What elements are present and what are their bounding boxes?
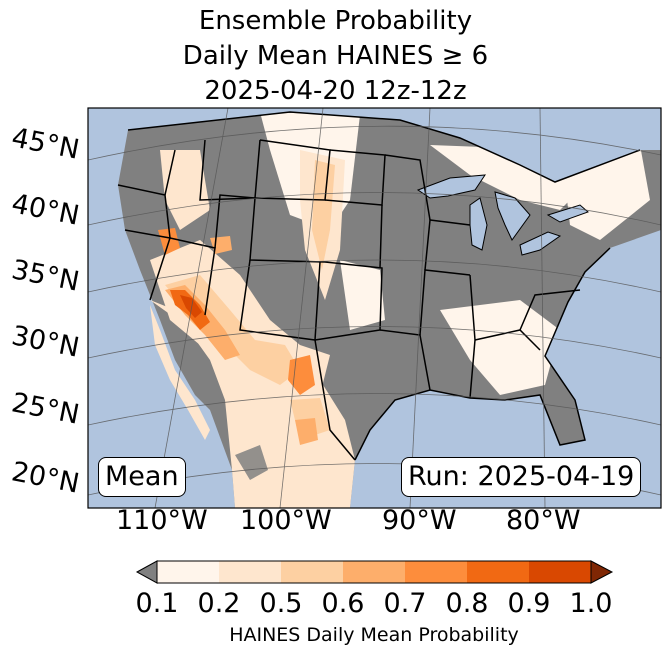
colorbar-tick-0.2: 0.2 [197,588,241,619]
colorbar-bin-4 [343,561,405,583]
title-line-1: Ensemble Probability [198,6,473,36]
mean-label-box: Mean [98,457,186,497]
title-line-3: 2025-04-20 12z-12z [204,76,467,106]
colorbar-tick-1.0: 1.0 [569,588,613,619]
colorbar-bin-2 [219,561,281,583]
colorbar-bin-5 [405,561,467,583]
great-lakes [416,174,589,256]
colorbar-bin-6 [467,561,529,583]
colorbar-label: HAINES Daily Mean Probability [229,624,519,646]
colorbar-bin-7 [529,561,591,583]
lon-label-90: 90°W [382,505,457,536]
probability-field [150,112,650,445]
colorbar-tick-0.7: 0.7 [383,588,427,619]
colorbar-tick-0.6: 0.6 [321,588,365,619]
colorbar-bin-3 [281,561,343,583]
lon-label-80: 80°W [506,505,581,536]
colorbar-tick-0.1: 0.1 [135,588,179,619]
title-line-2: Daily Mean HAINES ≥ 6 [182,41,489,71]
colorbar [135,560,614,584]
run-label-box: Run: 2025-04-19 [401,457,642,497]
colorbar-over-arrow [590,560,614,584]
colorbar-bin-1 [157,561,219,583]
colorbar-under-arrow [135,560,158,584]
map-frame [87,107,662,509]
state-borders [117,111,641,461]
lon-label-110: 110°W [116,505,208,536]
colorbar-tick-0.8: 0.8 [445,588,489,619]
colorbar-tick-0.9: 0.9 [507,588,551,619]
lon-label-100: 100°W [240,505,332,536]
colorbar-tick-0.5: 0.5 [259,588,303,619]
